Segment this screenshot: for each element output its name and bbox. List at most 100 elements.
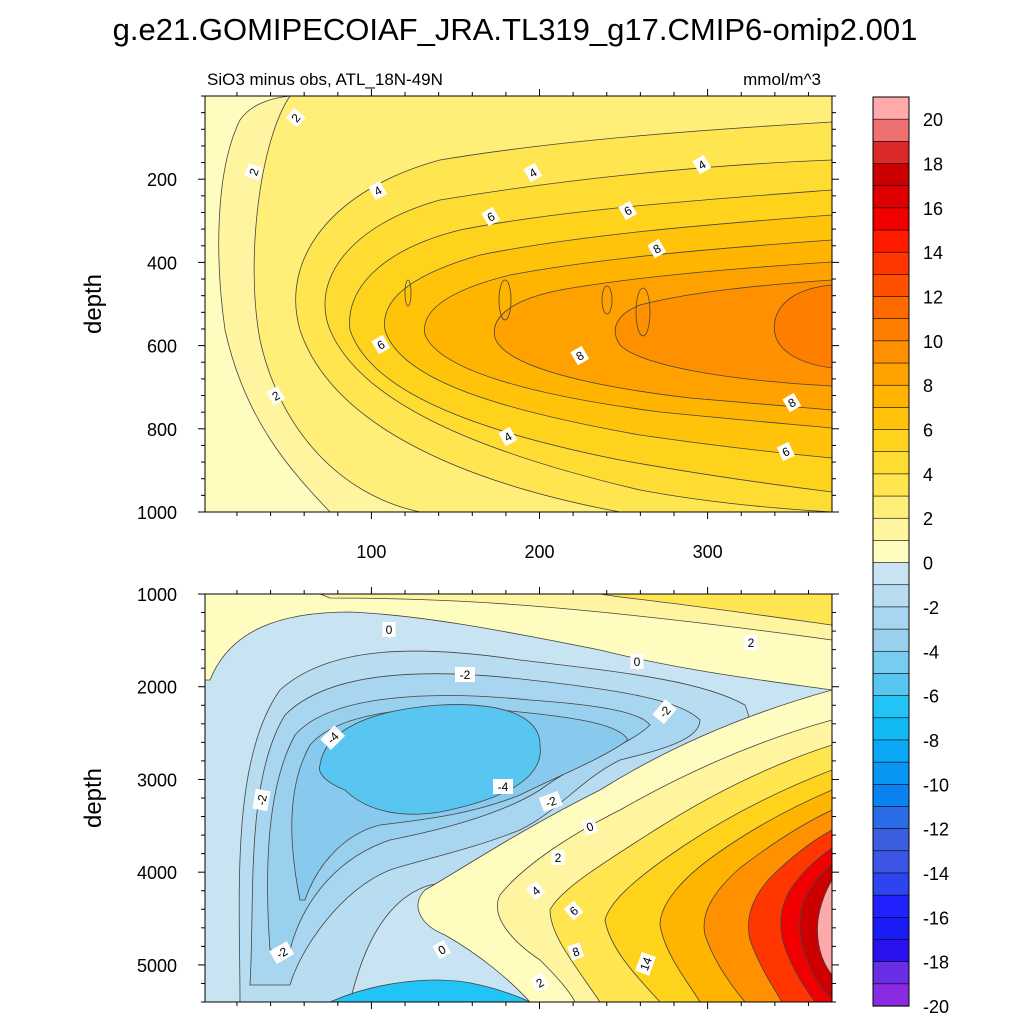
colorbar-tick-label: 18 [923,155,943,175]
colorbar-swatch [872,628,910,652]
colorbar-swatch [872,384,910,408]
colorbar-swatch [872,362,910,386]
colorbar-swatch [872,163,910,187]
panel-subtitle: SiO3 minus obs, ATL_18N-49N [207,70,443,89]
contour-label-bg [523,162,543,183]
x-tick-label: 200 [524,542,554,562]
contour-label-bg [652,699,677,725]
colorbar-swatch [872,606,910,630]
colorbar-tick-label: -4 [923,642,939,662]
upper-frame [204,95,833,513]
colorbar-swatch [872,141,910,165]
lower-panel: 1000 2000 3000 4000 5000 0 2 0 -2 -2 -4 -2 -4 -2 0 2 46… [80,585,839,1009]
contour-label: -2 [538,791,563,812]
colorbar-swatch [872,517,910,542]
contour-label-bg [570,345,590,366]
y-tick-label: 1000 [137,503,177,523]
contour-label: 6 [481,206,501,227]
contour-label-bg [525,880,546,901]
y-tick-label: 4000 [137,863,177,883]
contour-label-text: 0 [634,655,641,669]
y-tick-label: 2000 [137,678,177,698]
colorbar-tick-label: -18 [923,953,949,973]
colorbar-swatch [872,407,910,431]
contour-label: 2 [244,163,263,181]
colorbar-swatch [872,429,910,453]
colorbar-swatch [872,473,910,497]
colorbar-swatch [872,451,910,475]
colorbar-swatch [872,806,910,830]
contour-label: -2 [652,699,677,725]
contour-label-bg [551,850,565,865]
contour-label: 2 [744,635,758,650]
contour-label: 4 [368,180,388,201]
contour-label-bg [382,622,396,637]
colorbar-tick-label: 12 [923,288,943,308]
colorbar-swatch [872,783,910,808]
contour-label-bg [498,426,518,447]
contour-label-bg [481,206,501,227]
contour-label-bg [563,900,584,921]
x-tick-label: 100 [356,542,386,562]
colorbar-swatch [872,584,910,608]
y-tick-label: 400 [147,253,177,273]
contour-label: 6 [618,200,638,221]
contour-label-bg [493,779,513,794]
upper-y-axis-label: depth [80,274,107,334]
contour-label-bg [782,392,802,413]
colorbar-tick-label: -20 [923,997,949,1017]
colorbar-swatch [872,207,910,231]
contour-label: -2 [455,667,475,682]
colorbar-swatch [872,695,910,719]
contour-label-bg [368,180,388,201]
contour-label-bg [692,154,712,175]
contour-label-text: 8 [570,944,581,960]
contour-label: 4 [525,880,546,901]
colorbar-swatch [872,118,910,142]
colorbar-tick-label: -10 [923,775,949,795]
colorbar-swatch [872,739,910,763]
contour-label-text: -2 [460,668,471,682]
colorbar-swatch [872,717,910,741]
contour-label: 8 [570,345,590,366]
colorbar-frame [872,96,910,1007]
contour-label: 8 [782,392,802,413]
contour-label-bg [266,385,286,406]
colorbar-tick-label: 0 [923,554,933,574]
contour-label-bg [538,791,563,812]
y-tick-label: 800 [147,420,177,440]
contour-label-bg [269,941,295,965]
y-tick-label: 200 [147,170,177,190]
contour-label-bg [776,442,795,462]
lower-y-axis-label: depth [80,768,107,828]
contour-label-text: 2 [246,166,262,177]
colorbar-swatch [872,340,910,364]
contour-label: 2 [551,850,565,865]
contour-label: -4 [320,725,346,751]
contour-label: 6 [776,442,795,462]
colorbar-swatch [872,828,910,852]
contour-label-bg [581,817,599,836]
contour-label: 0 [382,622,396,637]
colorbar-swatch [872,761,910,785]
contour-label-bg [630,654,644,669]
contour-label-text: 0 [584,819,595,835]
contour-label-bg [252,788,271,812]
contour-label: 0 [630,654,644,669]
contour-label: 14 [635,951,656,976]
figure-title: g.e21.GOMIPECOIAF_JRA.TL319_g17.CMIP6-om… [113,12,918,47]
lower-contour-labels: 0 2 0 -2 -2 -4 -2 -4 -2 0 2 46 8 14 0 2 -2 [252,622,758,993]
contour-label-bg [635,951,656,976]
contour-label-bg [320,725,346,751]
contour-label-text: -4 [498,780,509,794]
contour-label: -2 [252,788,271,812]
contour-label: 8 [567,942,585,961]
contour-label: 6 [563,900,584,921]
contour-label-text: 0 [386,623,393,637]
x-tick-label: 300 [693,542,723,562]
contour-label-bg [567,942,585,961]
